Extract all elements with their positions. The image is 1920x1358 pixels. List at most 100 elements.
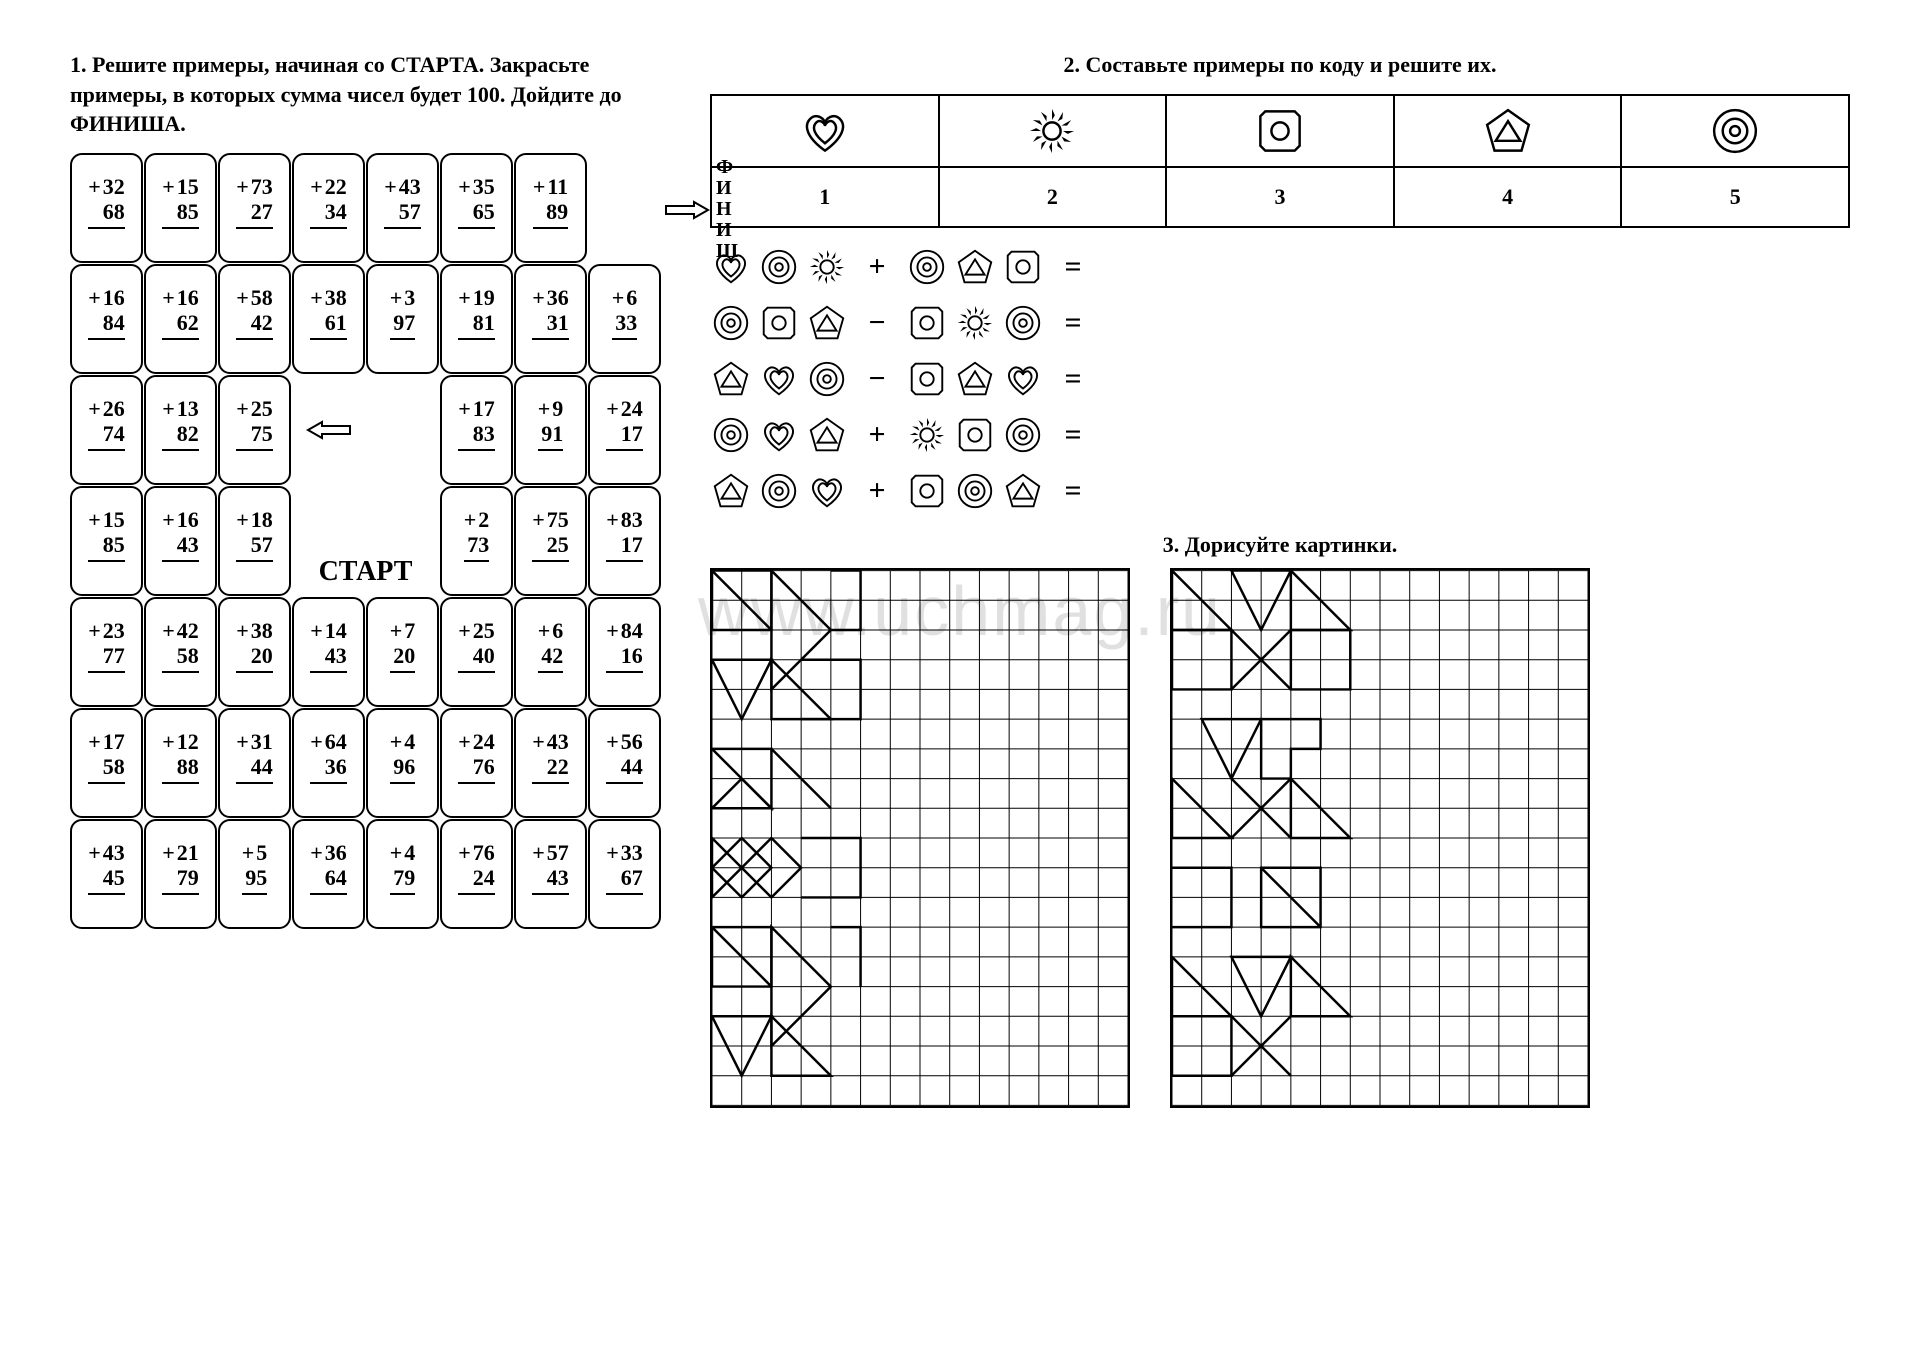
legend-number: 1 — [711, 167, 939, 227]
legend-number: 4 — [1394, 167, 1622, 227]
addition-cell: 3268 — [70, 153, 143, 263]
legend-square — [1166, 95, 1394, 167]
addition-cell: 2417 — [588, 375, 661, 485]
addition-cell: 3664 — [292, 819, 365, 929]
ex1-title: 1. Решите примеры, начиная со СТАРТА. За… — [70, 50, 670, 139]
worksheet-page: www.uchmag.ru 1. Решите примеры, начиная… — [70, 50, 1850, 1108]
addition-cell: 5644 — [588, 708, 661, 818]
legend-number: 3 — [1166, 167, 1394, 227]
pentagon-icon — [806, 414, 848, 456]
addition-cell: 7327 — [218, 153, 291, 263]
addition-cell: 991 — [514, 375, 587, 485]
addition-cell: 595 — [218, 819, 291, 929]
finish-label: ФИНИШ — [716, 157, 738, 262]
addition-cell: 1981 — [440, 264, 513, 374]
addition-cell: 1382 — [144, 375, 217, 485]
equation-row: += — [710, 246, 1850, 288]
addition-cell: 8317 — [588, 486, 661, 596]
addition-cell: 2575 — [218, 375, 291, 485]
addition-cell: 642 — [514, 597, 587, 707]
addition-cell: 3367 — [588, 819, 661, 929]
heart-icon — [798, 104, 852, 158]
sun-icon — [954, 302, 996, 344]
heart-icon — [1002, 358, 1044, 400]
circle-icon — [1002, 302, 1044, 344]
addition-cell: 7624 — [440, 819, 513, 929]
ex2-title: 2. Составьте примеры по коду и решите их… — [710, 50, 1850, 80]
addition-cell: 1443 — [292, 597, 365, 707]
right-column: 2. Составьте примеры по коду и решите их… — [710, 50, 1850, 1108]
addition-cell: 1585 — [70, 486, 143, 596]
addition-cell: 3631 — [514, 264, 587, 374]
addition-cell: 3144 — [218, 708, 291, 818]
circle-icon — [906, 246, 948, 288]
legend-heart — [711, 95, 939, 167]
addition-cell: 1288 — [144, 708, 217, 818]
circle-icon — [1002, 414, 1044, 456]
square-icon — [1002, 246, 1044, 288]
addition-cell: 1643 — [144, 486, 217, 596]
addition-cell: 3861 — [292, 264, 365, 374]
square-icon — [906, 470, 948, 512]
addition-cell: 8416 — [588, 597, 661, 707]
addition-cell: 5743 — [514, 819, 587, 929]
equation-row: −= — [710, 358, 1850, 400]
arrow-left-icon — [292, 375, 365, 485]
legend-circle — [1621, 95, 1849, 167]
legend-number: 5 — [1621, 167, 1849, 227]
addition-cell: 3565 — [440, 153, 513, 263]
drawing-grids — [710, 568, 1850, 1108]
addition-cell: 7525 — [514, 486, 587, 596]
legend-pentagon — [1394, 95, 1622, 167]
addition-cell: 4322 — [514, 708, 587, 818]
equations-block: +=−=−=+=+= — [710, 246, 1850, 512]
addition-cell: 1189 — [514, 153, 587, 263]
square-icon — [954, 414, 996, 456]
addition-cell: 397 — [366, 264, 439, 374]
heart-icon — [806, 470, 848, 512]
ex3-title: 3. Дорисуйте картинки. — [710, 532, 1850, 558]
addition-cell: 2377 — [70, 597, 143, 707]
addition-cell: 2179 — [144, 819, 217, 929]
circle-icon — [710, 302, 752, 344]
addition-cell: 2540 — [440, 597, 513, 707]
addition-cell: 496 — [366, 708, 439, 818]
addition-cell: 4258 — [144, 597, 217, 707]
equation-row: += — [710, 470, 1850, 512]
pentagon-icon — [806, 302, 848, 344]
addition-cell: 2234 — [292, 153, 365, 263]
equation-row: += — [710, 414, 1850, 456]
pentagon-icon — [954, 358, 996, 400]
addition-cell: 4345 — [70, 819, 143, 929]
addition-cell: 1857 — [218, 486, 291, 596]
code-legend-table: 12345 — [710, 94, 1850, 228]
square-icon — [906, 358, 948, 400]
addition-cell: 5842 — [218, 264, 291, 374]
square-icon — [758, 302, 800, 344]
pentagon-icon — [954, 246, 996, 288]
arrow-right-icon — [664, 200, 710, 220]
circle-icon — [758, 470, 800, 512]
circle-icon — [758, 246, 800, 288]
square-icon — [906, 302, 948, 344]
pentagon-icon — [710, 358, 752, 400]
addition-cell: 1783 — [440, 375, 513, 485]
circle-icon — [1708, 104, 1762, 158]
addition-cell: 1684 — [70, 264, 143, 374]
maze-grid: ФИНИШ 3268158573272234435735651189168416… — [70, 153, 670, 929]
legend-number: 2 — [939, 167, 1167, 227]
heart-icon — [758, 414, 800, 456]
circle-icon — [806, 358, 848, 400]
addition-cell: 2674 — [70, 375, 143, 485]
pentagon-icon — [1481, 104, 1535, 158]
pentagon-icon — [710, 470, 752, 512]
circle-icon — [710, 414, 752, 456]
sun-icon — [1025, 104, 1079, 158]
addition-cell: 3820 — [218, 597, 291, 707]
addition-cell: 633 — [588, 264, 661, 374]
finish-marker: ФИНИШ — [664, 157, 738, 262]
pentagon-icon — [1002, 470, 1044, 512]
addition-cell: 1758 — [70, 708, 143, 818]
legend-sun — [939, 95, 1167, 167]
addition-cell: 6436 — [292, 708, 365, 818]
